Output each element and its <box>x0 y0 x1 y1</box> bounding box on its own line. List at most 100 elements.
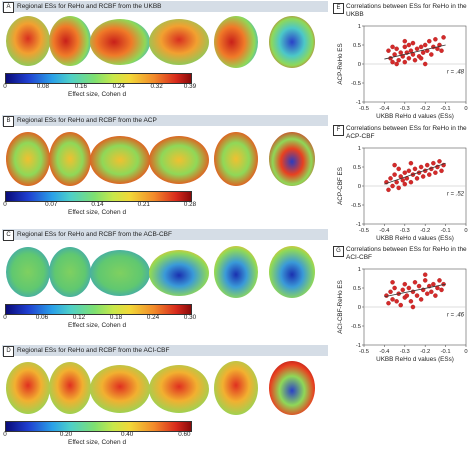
data-point <box>398 302 403 308</box>
y-tick-label: 0 <box>358 305 361 311</box>
tick-label: 0 <box>3 314 7 321</box>
data-point <box>386 187 391 193</box>
data-point <box>422 272 428 277</box>
data-point <box>439 48 444 53</box>
data-point <box>408 48 414 53</box>
y-tick-label: 0.5 <box>353 43 361 49</box>
tick-label: 0.08 <box>36 83 50 90</box>
data-point <box>427 38 432 44</box>
data-point <box>422 61 428 67</box>
data-point <box>388 289 393 295</box>
data-point <box>418 297 424 302</box>
data-point <box>394 61 399 67</box>
data-point <box>402 38 408 44</box>
brain-renderings-c <box>6 246 315 298</box>
panel-title: Regional ESs for ReHo and RCBF from the … <box>17 231 172 238</box>
data-point <box>410 304 416 310</box>
colorbar-a <box>5 73 192 84</box>
data-point <box>396 57 401 63</box>
tick-label: 0.18 <box>109 314 123 321</box>
colorbar-label-d: Effect size, Cohen d <box>68 439 127 446</box>
panel-letter: B <box>3 116 14 127</box>
x-tick-label: 0 <box>464 228 467 234</box>
data-point <box>400 287 406 293</box>
tick-label: 0 <box>3 83 7 90</box>
panel-d-header: D Regional ESs for ReHo and RCBF from the… <box>2 345 328 357</box>
y-tick-label: -1 <box>356 100 361 106</box>
data-point <box>422 42 428 48</box>
x-axis-label: UKBB ReHo d values (ESs) <box>376 113 454 120</box>
data-point <box>392 172 397 177</box>
colorbar-label-b: Effect size, Cohen d <box>68 209 127 216</box>
data-point <box>408 299 414 304</box>
data-point <box>386 48 391 53</box>
y-tick-label: 0 <box>358 184 361 190</box>
panel-letter: E <box>333 3 344 14</box>
data-point <box>390 44 395 50</box>
y-tick-label: 0 <box>358 62 361 68</box>
data-point <box>418 56 424 61</box>
y-tick-label: 1 <box>358 24 361 30</box>
data-point <box>431 281 436 287</box>
y-tick-label: 1 <box>358 267 361 273</box>
data-point <box>402 44 408 50</box>
data-point <box>437 278 442 283</box>
data-point <box>386 300 391 306</box>
panel-letter: G <box>333 246 344 257</box>
x-axis-label: UKBB ReHo d values (ESs) <box>376 356 454 363</box>
tick-label: 0.60 <box>178 431 191 438</box>
brain-row-b <box>2 127 328 189</box>
tick-label: 0.39 <box>183 83 197 90</box>
data-point <box>412 57 418 63</box>
x-tick-label: -0.2 <box>420 228 430 234</box>
tick-label: 0.30 <box>183 314 197 321</box>
y-tick-label: -1 <box>356 343 361 349</box>
colorbar-ticks-c: 0 0.06 0.12 0.18 0.24 0.30 <box>3 314 196 322</box>
x-tick-label: -0.1 <box>441 349 451 355</box>
data-point <box>402 59 408 65</box>
brain-row-a <box>2 13 328 71</box>
x-tick-label: 0 <box>464 106 467 112</box>
brain-renderings-a <box>6 16 315 68</box>
tick-label: 0.20 <box>59 431 73 438</box>
data-point <box>402 181 408 187</box>
correlation-annotation: r = .52 <box>447 192 465 198</box>
regression-line <box>384 162 446 185</box>
data-point <box>429 52 434 57</box>
data-point <box>404 293 410 298</box>
brain-renderings-b <box>6 132 315 186</box>
data-point <box>390 280 395 285</box>
brain-row-d <box>2 358 328 418</box>
regression-line <box>384 283 446 298</box>
x-tick-label: -0.1 <box>441 228 451 234</box>
correlation-annotation: r = .46 <box>447 313 465 319</box>
data-point <box>422 278 428 283</box>
data-point <box>402 281 408 287</box>
tick-label: 0.12 <box>72 314 86 321</box>
data-point <box>433 293 438 298</box>
y-tick-label: -0.5 <box>351 324 361 330</box>
brain-renderings-d <box>6 361 315 415</box>
panel-c-header: C Regional ESs for ReHo and RCBF from the… <box>2 229 328 241</box>
brain-row-c <box>2 243 328 301</box>
y-tick-label: 0.5 <box>353 286 361 292</box>
data-point <box>441 281 446 287</box>
y-tick-label: -1 <box>356 222 361 228</box>
data-point <box>424 162 430 168</box>
x-axis-label: UKBB ReHo d values (ESs) <box>376 235 454 242</box>
data-point <box>408 160 414 166</box>
y-axis-label: ACI-CBF-ReHo ES <box>337 280 344 334</box>
data-point <box>437 159 442 164</box>
data-point <box>406 42 412 48</box>
colorbar-label-a: Effect size, Cohen d <box>68 91 127 98</box>
x-tick-label: 0 <box>464 349 467 355</box>
x-tick-label: -0.2 <box>420 106 430 112</box>
panel-letter: C <box>3 230 14 241</box>
colorbar-ticks-b: 0 0.07 0.14 0.21 0.28 <box>3 201 196 209</box>
data-point <box>402 170 408 175</box>
data-point <box>410 40 416 46</box>
colorbar-d <box>5 421 192 432</box>
data-point <box>433 170 438 175</box>
regression-line <box>384 44 446 60</box>
